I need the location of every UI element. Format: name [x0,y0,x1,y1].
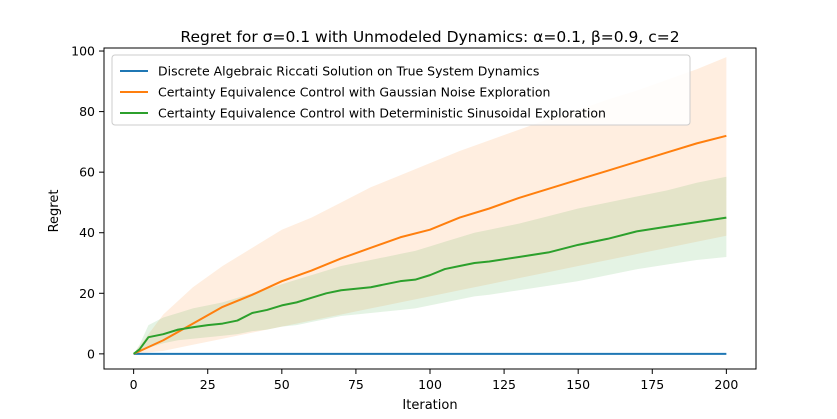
x-axis-label: Iteration [402,398,457,413]
y-tick-label: 80 [79,104,95,119]
series-line-3 [133,216,727,355]
x-tick-label: 50 [274,377,290,392]
legend-label-1: Discrete Algebraic Riccati Solution on T… [158,64,539,79]
y-tick-label: 40 [79,225,95,240]
series-line-2 [133,134,727,355]
axes: 0 25 50 75 100 125 150 175 200 0 20 40 60 80 100 [71,44,757,392]
x-tick-label: 175 [640,377,664,392]
plot-area [133,57,727,355]
y-tick-label: 20 [79,286,95,301]
x-tick-label: 0 [130,377,138,392]
confidence-band-3 [133,176,727,354]
x-tick-label: 125 [492,377,516,392]
x-tick-label: 100 [418,377,442,392]
legend-box [111,54,691,126]
legend: Discrete Algebraic Riccati Solution on T… [111,54,691,126]
y-axis-label: Regret [47,190,62,233]
y-tick-label: 100 [71,44,95,59]
x-tick-label: 75 [348,377,364,392]
x-tick-label: 25 [200,377,216,392]
y-tick-label: 0 [87,346,95,361]
x-tick-label: 150 [566,377,590,392]
y-tick-label: 60 [79,165,95,180]
chart-title: Regret for σ=0.1 with Unmodeled Dynamics… [180,28,679,46]
confidence-band-2 [133,57,727,354]
legend-label-2: Certainty Equivalence Control with Gauss… [158,85,550,100]
x-tick-label: 200 [714,377,738,392]
legend-label-3: Certainty Equivalence Control with Deter… [158,106,606,121]
